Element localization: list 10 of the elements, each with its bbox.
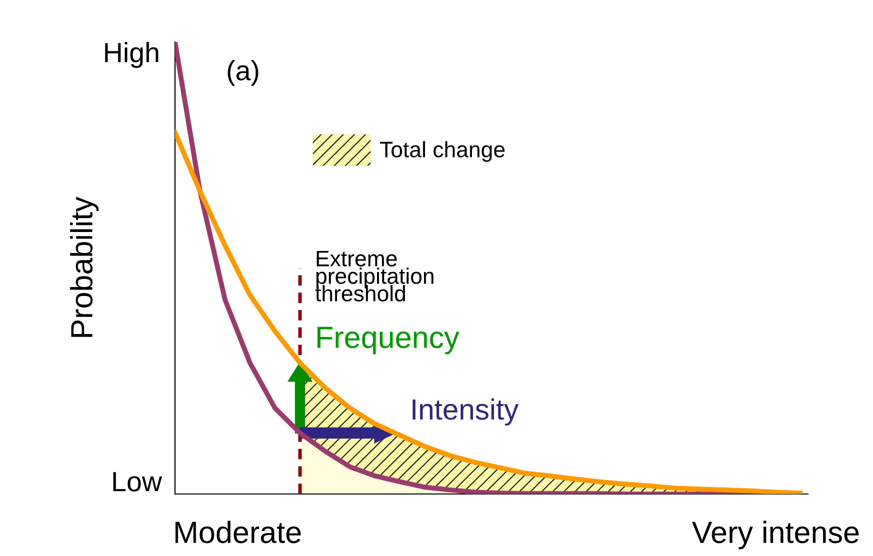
text: Moderate [176,520,301,544]
legend-label: Total change [380,141,505,162]
annotation: Intensity [412,398,519,426]
y-axis-title: Probability [70,196,99,337]
annotation: Frequency [318,326,460,354]
annotation: (a) [228,60,258,86]
text: Low [113,472,162,492]
text: High [105,42,158,68]
text: Very intense [692,520,859,550]
annotation: Extreme precipitation threshold [315,250,434,302]
